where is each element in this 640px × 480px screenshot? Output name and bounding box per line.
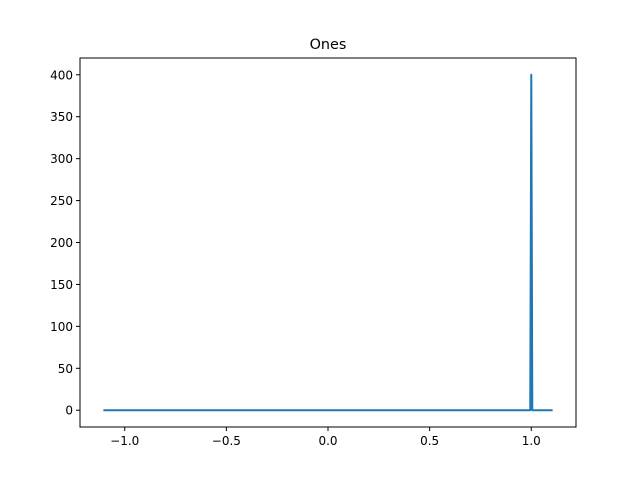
y-tick-label: 0 bbox=[65, 404, 73, 418]
y-tick-label: 150 bbox=[50, 278, 73, 292]
y-tick-label: 350 bbox=[50, 110, 73, 124]
chart-title: Ones bbox=[310, 37, 347, 53]
axes: −1.0 −0.5 0.0 0.5 1.0 0 50 100 150 200 250 300 350 40… bbox=[50, 57, 577, 448]
x-tick-label: 1.0 bbox=[522, 434, 541, 448]
series-line-0 bbox=[103, 73, 553, 412]
y-tick-label: 50 bbox=[58, 362, 73, 376]
y-tick-label: 100 bbox=[50, 320, 73, 334]
plot-background bbox=[80, 58, 576, 427]
x-tick-label: −0.5 bbox=[212, 434, 241, 448]
y-tick-label: 400 bbox=[50, 68, 73, 82]
y-tick-label: 200 bbox=[50, 236, 73, 250]
x-tick-label: 0.0 bbox=[318, 434, 337, 448]
x-tick-label: 0.5 bbox=[420, 434, 439, 448]
y-tick-label: 250 bbox=[50, 194, 73, 208]
y-tick-label: 300 bbox=[50, 152, 73, 166]
x-tick-label: −1.0 bbox=[110, 434, 139, 448]
plot-area bbox=[80, 58, 576, 427]
